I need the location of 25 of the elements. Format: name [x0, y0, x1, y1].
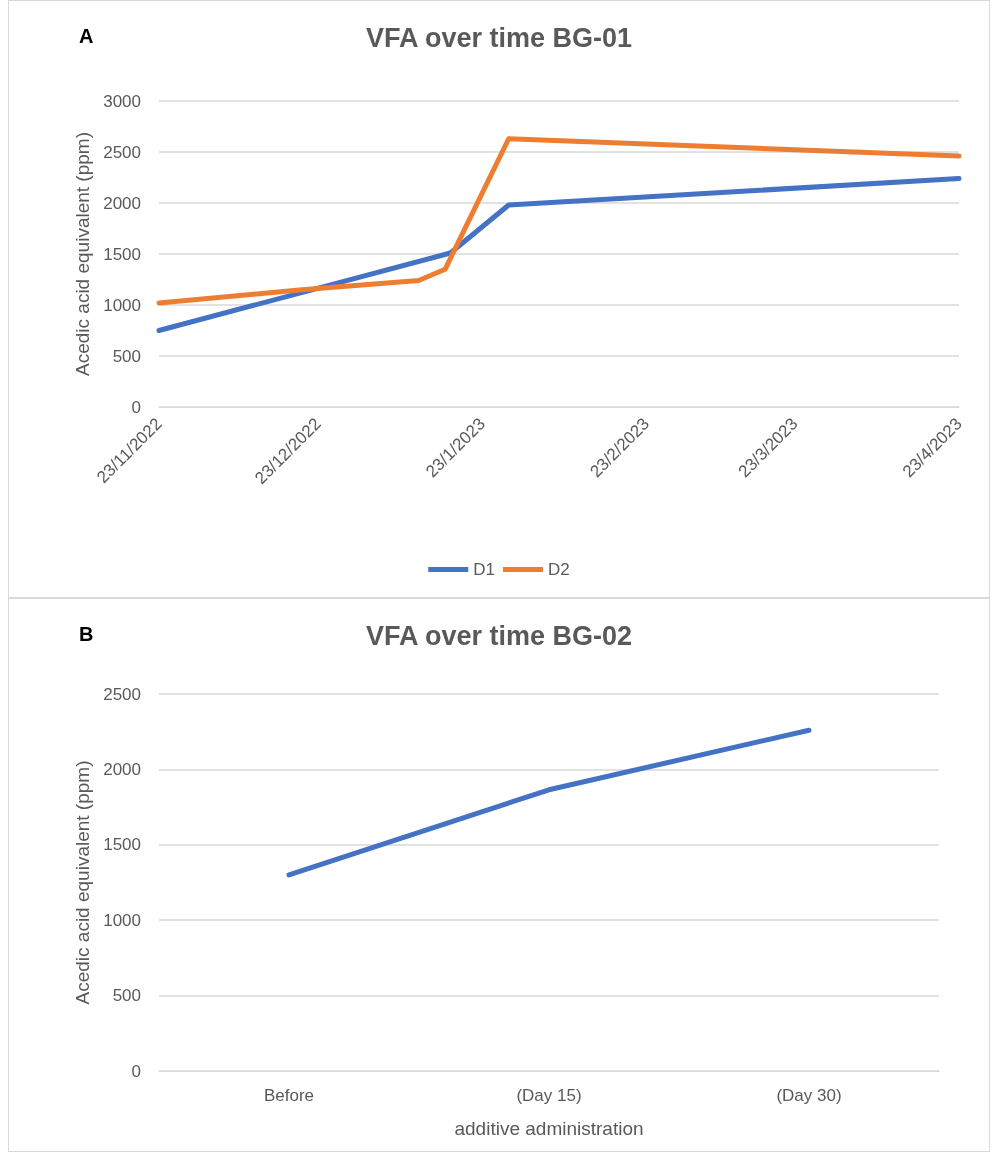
y-axis-title: Acedic acid equivalent (ppm): [72, 760, 94, 1005]
y-tick-label: 0: [131, 397, 141, 417]
y-tick-label: 2000: [103, 193, 141, 213]
y-tick-label: 2500: [103, 684, 141, 704]
y-tick-label: 0: [131, 1061, 141, 1081]
x-tick-label: Before: [263, 1086, 315, 1105]
y-tick-label: 2000: [103, 759, 141, 779]
y-tick-label: 3000: [103, 91, 141, 111]
x-axis-title: additive administration: [454, 1118, 644, 1139]
y-tick-label: 1500: [103, 835, 141, 855]
chart-title: VFA over time BG-01: [365, 22, 633, 53]
chart-title: VFA over time BG-02: [365, 620, 633, 651]
legend-label: D2: [548, 560, 570, 579]
text: A: [79, 25, 94, 48]
y-tick-label: 1000: [103, 295, 141, 315]
y-tick-label: 1000: [103, 910, 141, 930]
y-tick-label: 2500: [103, 142, 141, 162]
y-axis-title: Acedic acid equivalent (ppm): [72, 132, 94, 376]
x-tick-label: (Day 15): [516, 1086, 582, 1105]
text: B: [79, 623, 94, 646]
legend-label: D1: [473, 560, 495, 579]
y-tick-label: 1500: [103, 244, 141, 264]
x-tick-label: (Day 30): [776, 1086, 842, 1105]
y-tick-label: 500: [112, 346, 141, 366]
y-tick-label: 500: [112, 986, 141, 1006]
